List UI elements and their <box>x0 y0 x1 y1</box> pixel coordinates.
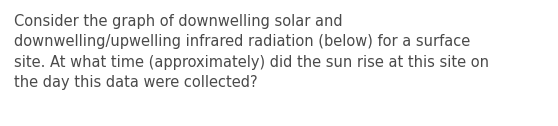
Text: Consider the graph of downwelling solar and
downwelling/upwelling infrared radia: Consider the graph of downwelling solar … <box>14 14 489 90</box>
